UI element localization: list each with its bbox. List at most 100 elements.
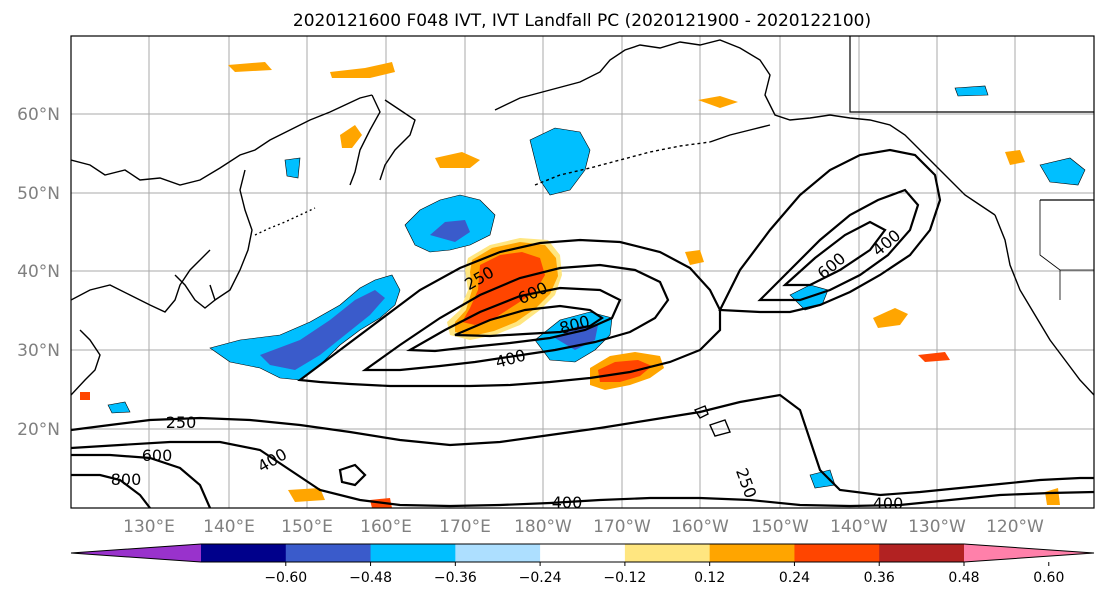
contour-250-tail: [718, 148, 942, 314]
aleutians: [534, 141, 711, 186]
colorbar-tick-label: 0.12: [694, 570, 725, 586]
coastlines: [71, 36, 1094, 437]
colorbar-segment: [201, 544, 287, 562]
contour-250-main: [297, 238, 722, 388]
lat-label-20n: 20°N: [17, 420, 60, 440]
pos-region-small-1: [685, 250, 704, 265]
colorbar: −0.60 −0.48 −0.36 −0.24 −0.12 0.12 0.24 0.36 0.4…: [70, 543, 1095, 586]
ivt-contours: [71, 148, 1094, 508]
china-south: [71, 329, 101, 396]
neg-region-bering: [529, 127, 591, 196]
figure-title: 2020121600 F048 IVT, IVT Landfall PC (20…: [293, 11, 871, 31]
colorbar-tick-label: 0.60: [1033, 570, 1064, 586]
colorbar-tick-label: −0.60: [264, 570, 307, 586]
kuril-chain: [254, 207, 316, 236]
contour-label-400-e: 400: [873, 494, 904, 513]
contour-800-south: [71, 473, 151, 508]
graticule: [71, 36, 1094, 508]
contour-400-south: [71, 440, 1094, 508]
us-state-lines: [1039, 200, 1094, 300]
contour-250-south: [71, 393, 1094, 497]
lon-label-140e: 140°E: [203, 517, 255, 537]
colorbar-tick-label: 0.36: [864, 570, 895, 586]
lon-label-140w: 140°W: [830, 517, 888, 537]
colorbar-extend-min: [71, 544, 201, 562]
map-panel: [71, 36, 1094, 508]
colorbar-segment: [370, 544, 456, 562]
pos-region-south: [288, 488, 325, 502]
pos-region-main-core: [462, 252, 545, 325]
contour-600-main: [406, 286, 622, 353]
neg-region-small-2: [954, 85, 989, 97]
pos-region-ne: [698, 96, 738, 108]
korea-china: [71, 249, 211, 313]
pos-region-se-core: [598, 360, 652, 382]
pos-region-bering: [340, 125, 362, 148]
korea-peninsula: [174, 274, 216, 309]
latitude-labels: 60°N 50°N 40°N 30°N 20°N: [17, 105, 60, 440]
lat-label-50n: 50°N: [17, 184, 60, 204]
neg-region-small-1: [107, 401, 131, 414]
neg-region-japan-sea: [209, 274, 401, 381]
colorbar-segment: [285, 544, 372, 562]
lon-label-120w: 120°W: [986, 517, 1044, 537]
contour-south-loop: [338, 463, 367, 487]
colorbar-segment: [794, 544, 880, 562]
pos-region-kam: [435, 152, 480, 168]
us-west-coast: [994, 214, 1094, 396]
colorbar-tick-label: 0.48: [948, 570, 979, 586]
contour-label-600-b: 600: [142, 446, 173, 465]
colorbar-tick-label: −0.36: [434, 570, 477, 586]
neg-region-small-3: [284, 157, 301, 179]
kamchatka: [379, 99, 416, 181]
lon-label-130e: 130°E: [123, 517, 175, 537]
colorbar-segment: [709, 544, 795, 562]
contour-600-south: [71, 453, 212, 508]
pos-region-nw-1: [228, 62, 272, 72]
japan: [214, 169, 253, 301]
contour-label-250-b: 250: [166, 413, 197, 432]
neg-region-bc: [1039, 157, 1086, 186]
contour-label-400-c: 400: [552, 493, 583, 512]
contour-400-tail: [757, 188, 920, 302]
russia-far-east: [349, 94, 381, 186]
colorbar-segment: [540, 544, 626, 562]
colorbar-segment: [624, 544, 711, 562]
lon-label-130w: 130°W: [908, 517, 966, 537]
colorbar-tick-label: 0.24: [779, 570, 810, 586]
pos-region-nw-2: [330, 62, 395, 78]
colorbar-segment: [455, 544, 541, 562]
colorbar-tick-label: −0.24: [519, 570, 562, 586]
neg-region-kuril-core: [430, 220, 470, 242]
map-border: [70, 35, 1095, 509]
lon-label-160w: 160°W: [671, 517, 729, 537]
pos-region-e: [873, 308, 908, 328]
contour-800-main: [454, 304, 604, 338]
longitude-labels: 130°E 140°E 150°E 160°E 170°E 180°W 170°…: [123, 517, 1044, 537]
neg-region-japan-sea-core: [260, 290, 385, 370]
colorbar-outline: [70, 543, 1095, 563]
lon-label-180w: 180°W: [514, 517, 572, 537]
lat-label-60n: 60°N: [17, 105, 60, 125]
colorbar-tick-label: −0.12: [603, 570, 646, 586]
lon-label-150e: 150°E: [281, 517, 333, 537]
pos-region-e2: [918, 352, 950, 362]
alaska-pen: [709, 124, 771, 143]
lat-label-40n: 40°N: [17, 262, 60, 282]
contour-400-main: [361, 263, 670, 372]
hawaii-islands: [693, 405, 731, 437]
alaska-coast: [494, 39, 996, 216]
pos-region-bc: [1005, 150, 1025, 165]
colorbar-tick-label: −0.48: [349, 570, 392, 586]
colorbar-extend-max: [964, 544, 1094, 562]
asia-coast: [71, 94, 373, 186]
contour-label-800-b: 800: [111, 470, 142, 489]
lon-label-170e: 170°E: [439, 517, 491, 537]
pos-region-small-2: [80, 392, 90, 400]
lat-label-30n: 30°N: [17, 341, 60, 361]
lon-label-170w: 170°W: [593, 517, 651, 537]
colorbar-segment: [879, 544, 965, 562]
contour-600-tail: [782, 220, 887, 287]
canada-border: [849, 36, 1094, 113]
